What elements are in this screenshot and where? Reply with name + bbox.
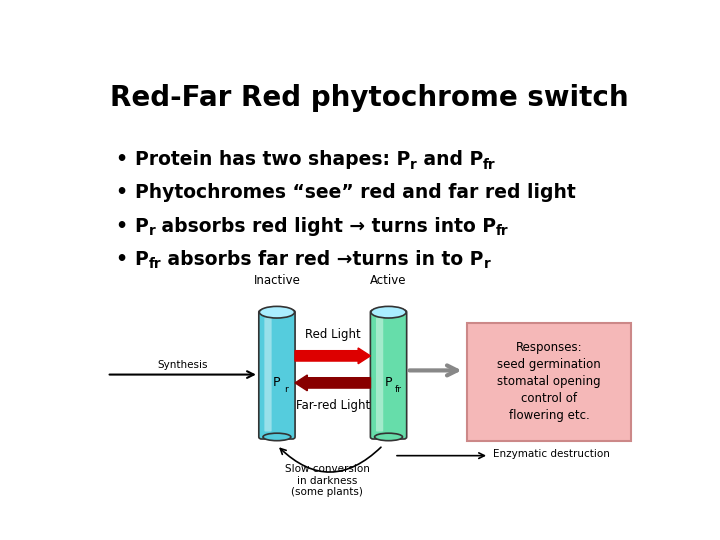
Text: fr: fr — [483, 158, 495, 172]
FancyBboxPatch shape — [258, 310, 295, 439]
Text: r: r — [148, 224, 155, 238]
Ellipse shape — [259, 306, 294, 318]
Text: fr: fr — [496, 224, 509, 238]
Text: Red Light: Red Light — [305, 328, 361, 341]
Text: P: P — [135, 217, 148, 235]
Text: fr: fr — [395, 384, 402, 394]
Text: P: P — [384, 376, 392, 389]
Text: Enzymatic destruction: Enzymatic destruction — [493, 449, 611, 458]
Text: Protein has two shapes: P: Protein has two shapes: P — [135, 150, 410, 169]
Text: P: P — [273, 376, 281, 389]
FancyArrow shape — [295, 375, 370, 391]
Ellipse shape — [371, 306, 406, 318]
Text: Responses:
seed germination
stomatal opening
control of
flowering etc.: Responses: seed germination stomatal ope… — [497, 341, 600, 422]
Text: Active: Active — [370, 274, 407, 287]
Text: fr: fr — [148, 258, 161, 271]
Text: •: • — [115, 250, 127, 269]
Text: P: P — [135, 250, 148, 269]
Ellipse shape — [374, 433, 402, 441]
Text: r: r — [284, 384, 287, 394]
Text: r: r — [483, 258, 490, 271]
FancyBboxPatch shape — [376, 318, 383, 431]
Text: absorbs red light → turns into P: absorbs red light → turns into P — [155, 217, 496, 235]
Text: absorbs far red →turns in to P: absorbs far red →turns in to P — [161, 250, 483, 269]
FancyBboxPatch shape — [264, 318, 271, 431]
Text: and P: and P — [417, 150, 483, 169]
Text: •: • — [115, 183, 127, 202]
FancyBboxPatch shape — [370, 310, 407, 439]
Text: •: • — [115, 217, 127, 235]
Text: Red-Far Red phytochrome switch: Red-Far Red phytochrome switch — [109, 84, 629, 112]
FancyBboxPatch shape — [467, 322, 631, 441]
Text: r: r — [410, 158, 417, 172]
Text: Inactive: Inactive — [253, 274, 300, 287]
Text: Slow conversion
in darkness
(some plants): Slow conversion in darkness (some plants… — [284, 464, 369, 497]
Ellipse shape — [263, 433, 291, 441]
Text: Phytochromes “see” red and far red light: Phytochromes “see” red and far red light — [135, 183, 575, 202]
Text: •: • — [115, 150, 127, 169]
Text: Synthesis: Synthesis — [158, 360, 208, 369]
FancyArrow shape — [295, 348, 370, 364]
Text: Far-red Light: Far-red Light — [296, 399, 370, 411]
